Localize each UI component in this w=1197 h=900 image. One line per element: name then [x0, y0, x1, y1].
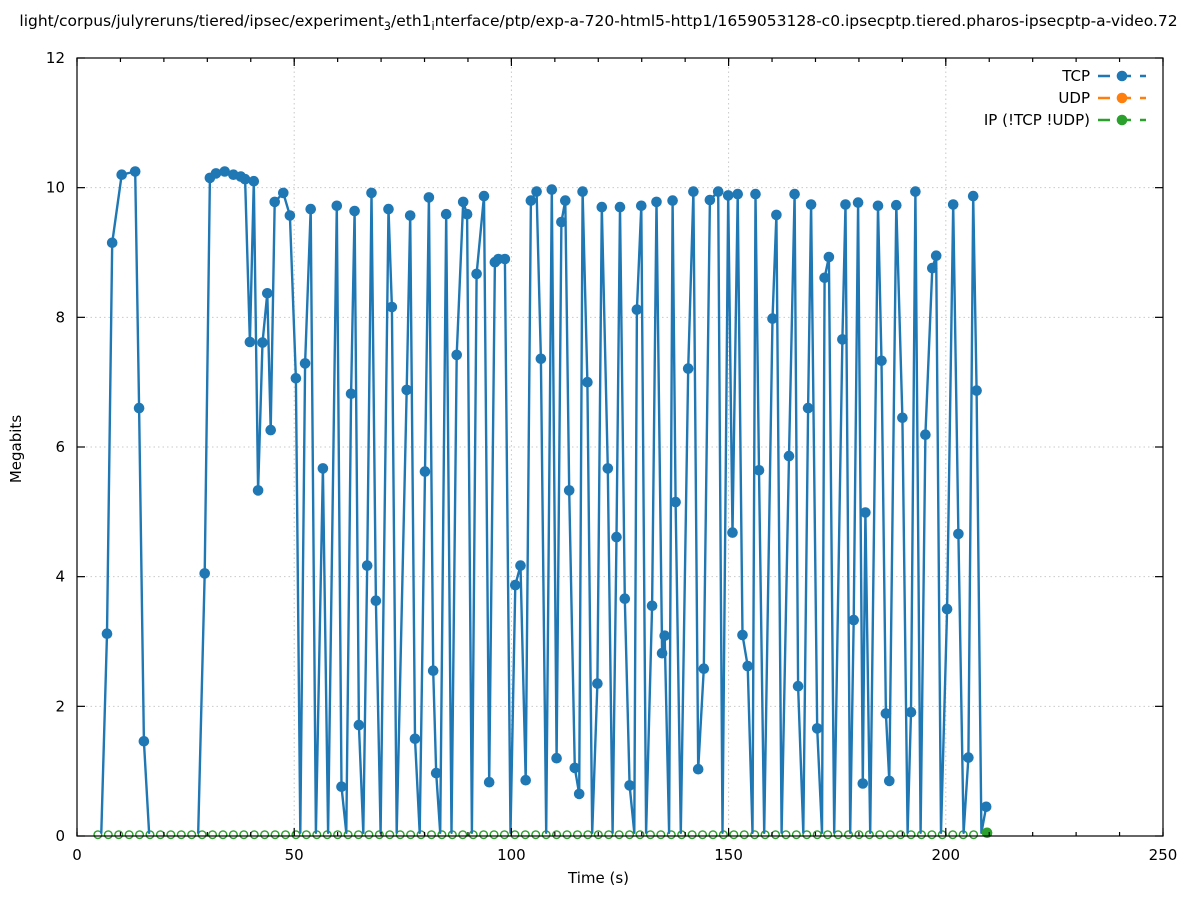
x-tick-label: 250 — [1149, 846, 1178, 864]
y-tick-label: 12 — [46, 49, 65, 67]
chart-title-part2: /eth1 — [391, 12, 432, 30]
axes-border — [76, 57, 1164, 837]
chart-title-subscript-i: i — [431, 19, 435, 33]
y-axis-label: Megabits — [7, 414, 25, 484]
series-tcp — [100, 166, 992, 834]
tick-labels: 0 50 100 150 200 250 0 2 4 6 8 10 12 — [46, 49, 1177, 864]
legend-label: TCP — [1061, 67, 1090, 85]
legend: TCP UDP IP (!TCP !UDP) — [984, 67, 1146, 129]
legend-entry-tcp: TCP — [1061, 67, 1146, 85]
legend-label: IP (!TCP !UDP) — [984, 111, 1090, 129]
legend-entry-ip: IP (!TCP !UDP) — [984, 111, 1146, 129]
legend-label: UDP — [1058, 89, 1090, 107]
chart-title-part3: nterface/ptp/exp-a-720-html5-http1/16590… — [434, 12, 1178, 30]
y-tick-label: 2 — [55, 697, 65, 715]
x-tick-label: 0 — [72, 846, 82, 864]
x-tick-label: 150 — [714, 846, 743, 864]
series-ip — [93, 830, 979, 840]
y-tick-label: 4 — [55, 568, 65, 586]
chart-title: light/corpus/julyreruns/tiered/ipsec/exp… — [0, 12, 1197, 33]
legend-entry-udp: UDP — [1058, 89, 1146, 107]
x-axis-label: Time (s) — [568, 869, 629, 887]
y-tick-label: 10 — [46, 179, 65, 197]
x-tick-label: 200 — [931, 846, 960, 864]
legend-marker-sample — [1116, 92, 1128, 104]
x-tick-label: 100 — [497, 846, 526, 864]
legend-marker-sample — [1116, 114, 1128, 126]
y-tick-label: 6 — [55, 438, 65, 456]
y-tick-label: 0 — [55, 827, 65, 845]
x-tick-label: 50 — [285, 846, 304, 864]
chart-title-part1: light/corpus/julyreruns/tiered/ipsec/exp… — [19, 12, 384, 30]
chart-title-subscript-3: 3 — [383, 19, 392, 33]
y-tick-label: 8 — [55, 308, 65, 326]
legend-marker-sample — [1116, 70, 1128, 82]
